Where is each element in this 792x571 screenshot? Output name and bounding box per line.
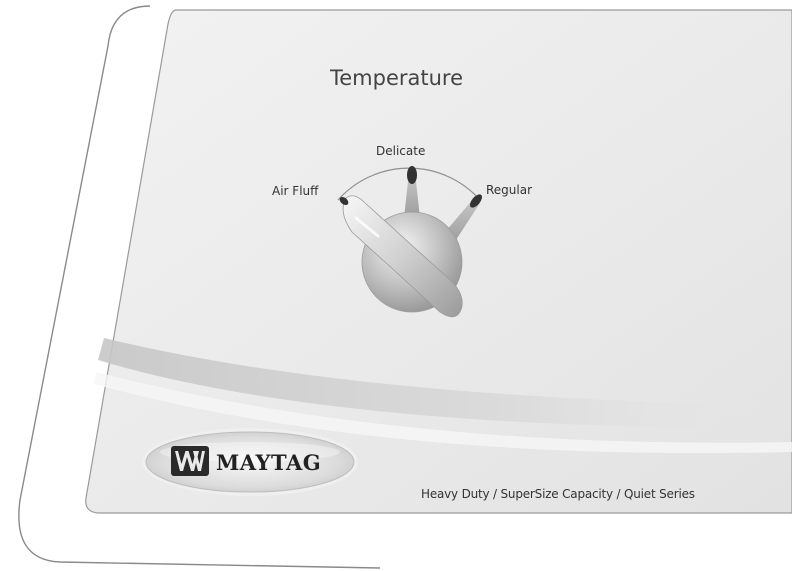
- panel-swoosh: [98, 338, 792, 429]
- delicate-indicator: [404, 166, 420, 221]
- delicate-label: Delicate: [376, 144, 426, 158]
- panel-outer-outline: [18, 5, 381, 569]
- air-fluff-indicator: [339, 196, 349, 206]
- product-tagline: Heavy Duty / SuperSize Capacity / Quiet …: [421, 487, 695, 501]
- panel-swoosh-lower: [94, 372, 792, 454]
- temperature-knob-control[interactable]: [335, 185, 470, 325]
- air-fluff-label: Air Fluff: [272, 184, 319, 198]
- temperature-knob: [339, 195, 463, 318]
- maytag-logo-mark: [171, 446, 209, 476]
- regular-label: Regular: [486, 183, 533, 197]
- maytag-wordmark: MAYTAG: [216, 450, 322, 475]
- temperature-title: Temperature: [330, 66, 464, 90]
